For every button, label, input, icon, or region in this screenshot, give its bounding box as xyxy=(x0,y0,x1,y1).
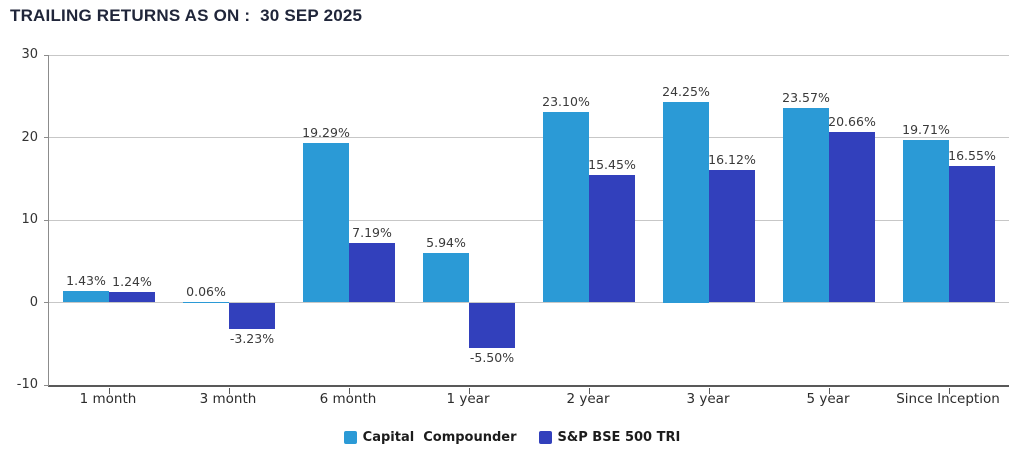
y-axis-tick xyxy=(44,137,49,138)
plot-area: 1.43% 1.24% 0.06% -3.23% 19.29% 7.19% 5.94% -5.… xyxy=(44,54,1009,394)
x-axis-tick xyxy=(229,388,230,394)
bar-capital-compounder xyxy=(303,143,349,303)
x-axis-category-label: 1 year xyxy=(446,391,490,407)
bar-value-label: 5.94% xyxy=(426,235,466,251)
bar-capital-compounder xyxy=(63,290,109,303)
x-axis-tick xyxy=(349,388,350,394)
legend-item-s-p-bse-500-tri: S&P BSE 500 TRI xyxy=(538,430,681,445)
bar-s-p-bse-500-tri xyxy=(229,302,275,330)
x-axis-category-label: 3 month xyxy=(199,391,257,407)
bar-capital-compounder xyxy=(783,108,829,303)
y-axis-tick xyxy=(44,302,49,303)
y-axis-tick xyxy=(44,54,49,56)
bar-value-label: 16.12% xyxy=(708,151,756,167)
page-title: TRAILING RETURNS AS ON : 30 SEP 2025 xyxy=(10,6,363,25)
bar-value-label: 19.71% xyxy=(902,121,950,137)
x-axis-category-label: Since Inception xyxy=(896,391,1000,407)
x-axis-tick xyxy=(469,388,470,394)
gridline xyxy=(49,54,1009,56)
bar-value-label: 16.55% xyxy=(948,147,996,163)
bar-value-label: -5.50% xyxy=(469,349,515,365)
x-axis-tick xyxy=(949,388,950,394)
bar-capital-compounder xyxy=(903,139,949,303)
bar-s-p-bse-500-tri xyxy=(589,175,635,303)
bar-s-p-bse-500-tri xyxy=(829,132,875,303)
bar-value-label: 0.06% xyxy=(186,283,226,299)
bar-s-p-bse-500-tri xyxy=(349,243,395,303)
bar-capital-compounder xyxy=(543,111,589,303)
bar-value-label: 1.24% xyxy=(112,274,152,290)
bar-value-label: 23.10% xyxy=(542,93,590,109)
gridline xyxy=(49,302,1009,303)
bar-value-label: 1.43% xyxy=(66,272,106,288)
gridline xyxy=(49,137,1009,138)
bar-value-label: 24.25% xyxy=(662,84,710,100)
x-axis-category-label: 6 month xyxy=(319,391,377,407)
x-axis: 1 month 3 month 6 month 1 year 2 year 3 year 5… xyxy=(48,391,1008,411)
y-axis-tick-label: 0 xyxy=(29,294,38,310)
x-axis-category-label: 3 year xyxy=(686,391,730,407)
y-axis-tick xyxy=(44,219,49,221)
bar-s-p-bse-500-tri xyxy=(469,302,515,348)
legend-swatch-icon xyxy=(343,431,357,444)
bar-value-label: 15.45% xyxy=(588,157,636,173)
legend-item-capital-compounder: Capital Compounder xyxy=(343,430,517,445)
bar-value-label: 20.66% xyxy=(828,114,876,130)
bar-s-p-bse-500-tri xyxy=(949,165,995,303)
legend-swatch-icon xyxy=(538,431,552,444)
x-axis-category-label: 2 year xyxy=(566,391,610,407)
x-axis-category-label: 5 year xyxy=(806,391,850,407)
y-axis-tick-label: 20 xyxy=(21,129,38,145)
gridline xyxy=(49,219,1009,221)
y-axis-tick-label: 10 xyxy=(21,212,38,227)
legend-label: S&P BSE 500 TRI xyxy=(557,430,681,445)
bar-value-label: -3.23% xyxy=(229,331,275,347)
x-axis-category-label: 1 month xyxy=(79,391,137,407)
bar-value-label: 7.19% xyxy=(352,225,392,241)
y-axis-tick-label: 30 xyxy=(21,47,38,62)
bar-capital-compounder xyxy=(423,253,469,303)
legend-label: Capital Compounder xyxy=(362,430,517,445)
x-axis-tick xyxy=(829,388,830,394)
bar-value-label: 19.29% xyxy=(302,125,350,141)
y-axis-tick-label: -10 xyxy=(16,377,38,392)
bar-value-label: 23.57% xyxy=(782,90,830,106)
bar-s-p-bse-500-tri xyxy=(109,292,155,303)
bar-capital-compounder xyxy=(663,102,709,303)
bar-s-p-bse-500-tri xyxy=(709,169,755,303)
x-axis-tick xyxy=(109,388,110,394)
y-axis-tick xyxy=(44,384,49,386)
x-axis-tick xyxy=(589,388,590,394)
bar-capital-compounder xyxy=(183,301,229,303)
y-axis: 30 20 10 0 -10 xyxy=(0,47,42,392)
chart-legend: Capital Compounder S&P BSE 500 TRI xyxy=(0,430,1024,445)
x-axis-tick xyxy=(709,388,710,394)
